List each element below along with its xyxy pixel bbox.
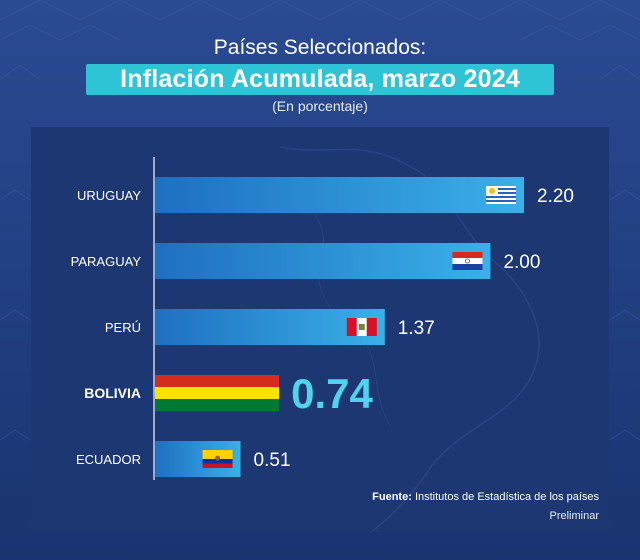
bar-chart: URUGUAY PARAGUAY PERÚ BOLIVIA ECUADOR 2.20 2.…	[71, 146, 574, 532]
preliminary-note: Preliminar	[549, 510, 599, 522]
value-label-peru: 1.37	[398, 318, 435, 339]
units-label: (En porcentaje)	[272, 98, 368, 114]
source-note: Fuente: Institutos de Estadística de los…	[372, 491, 599, 503]
value-label-uruguay: 2.20	[537, 186, 574, 207]
bar-uruguay	[155, 177, 524, 213]
category-label-peru: PERÚ	[105, 320, 141, 335]
bar-paraguay	[155, 243, 491, 279]
peru-flag-icon	[346, 318, 377, 336]
category-label-bolivia: BOLIVIA	[84, 385, 141, 401]
category-label-ecuador: ECUADOR	[76, 452, 141, 467]
chart-panel: URUGUAY PARAGUAY PERÚ BOLIVIA ECUADOR 2.20 2.…	[31, 127, 609, 532]
source-label: Fuente:	[372, 491, 412, 503]
bar-peru	[155, 309, 385, 345]
category-label-uruguay: URUGUAY	[77, 188, 141, 203]
uruguay-flag-icon	[486, 186, 516, 204]
value-label-paraguay: 2.00	[503, 252, 540, 273]
chart-title: Inflación Acumulada, marzo 2024	[120, 65, 520, 93]
value-label-ecuador: 0.51	[254, 450, 291, 471]
paraguay-flag-icon	[452, 252, 483, 270]
category-label-paraguay: PARAGUAY	[71, 254, 142, 269]
map-contour-2	[290, 186, 392, 428]
ecuador-flag-icon	[202, 450, 233, 468]
value-label-bolivia: 0.74	[291, 370, 373, 417]
header-line1: Países Seleccionados:	[213, 36, 427, 59]
source-text: Institutos de Estadística de los países	[414, 491, 599, 503]
map-contour	[280, 146, 540, 532]
bar-bolivia	[155, 375, 280, 411]
chart-header: Países Seleccionados: Inflación Acumulad…	[0, 0, 640, 125]
title-banner: Inflación Acumulada, marzo 2024	[86, 64, 554, 95]
